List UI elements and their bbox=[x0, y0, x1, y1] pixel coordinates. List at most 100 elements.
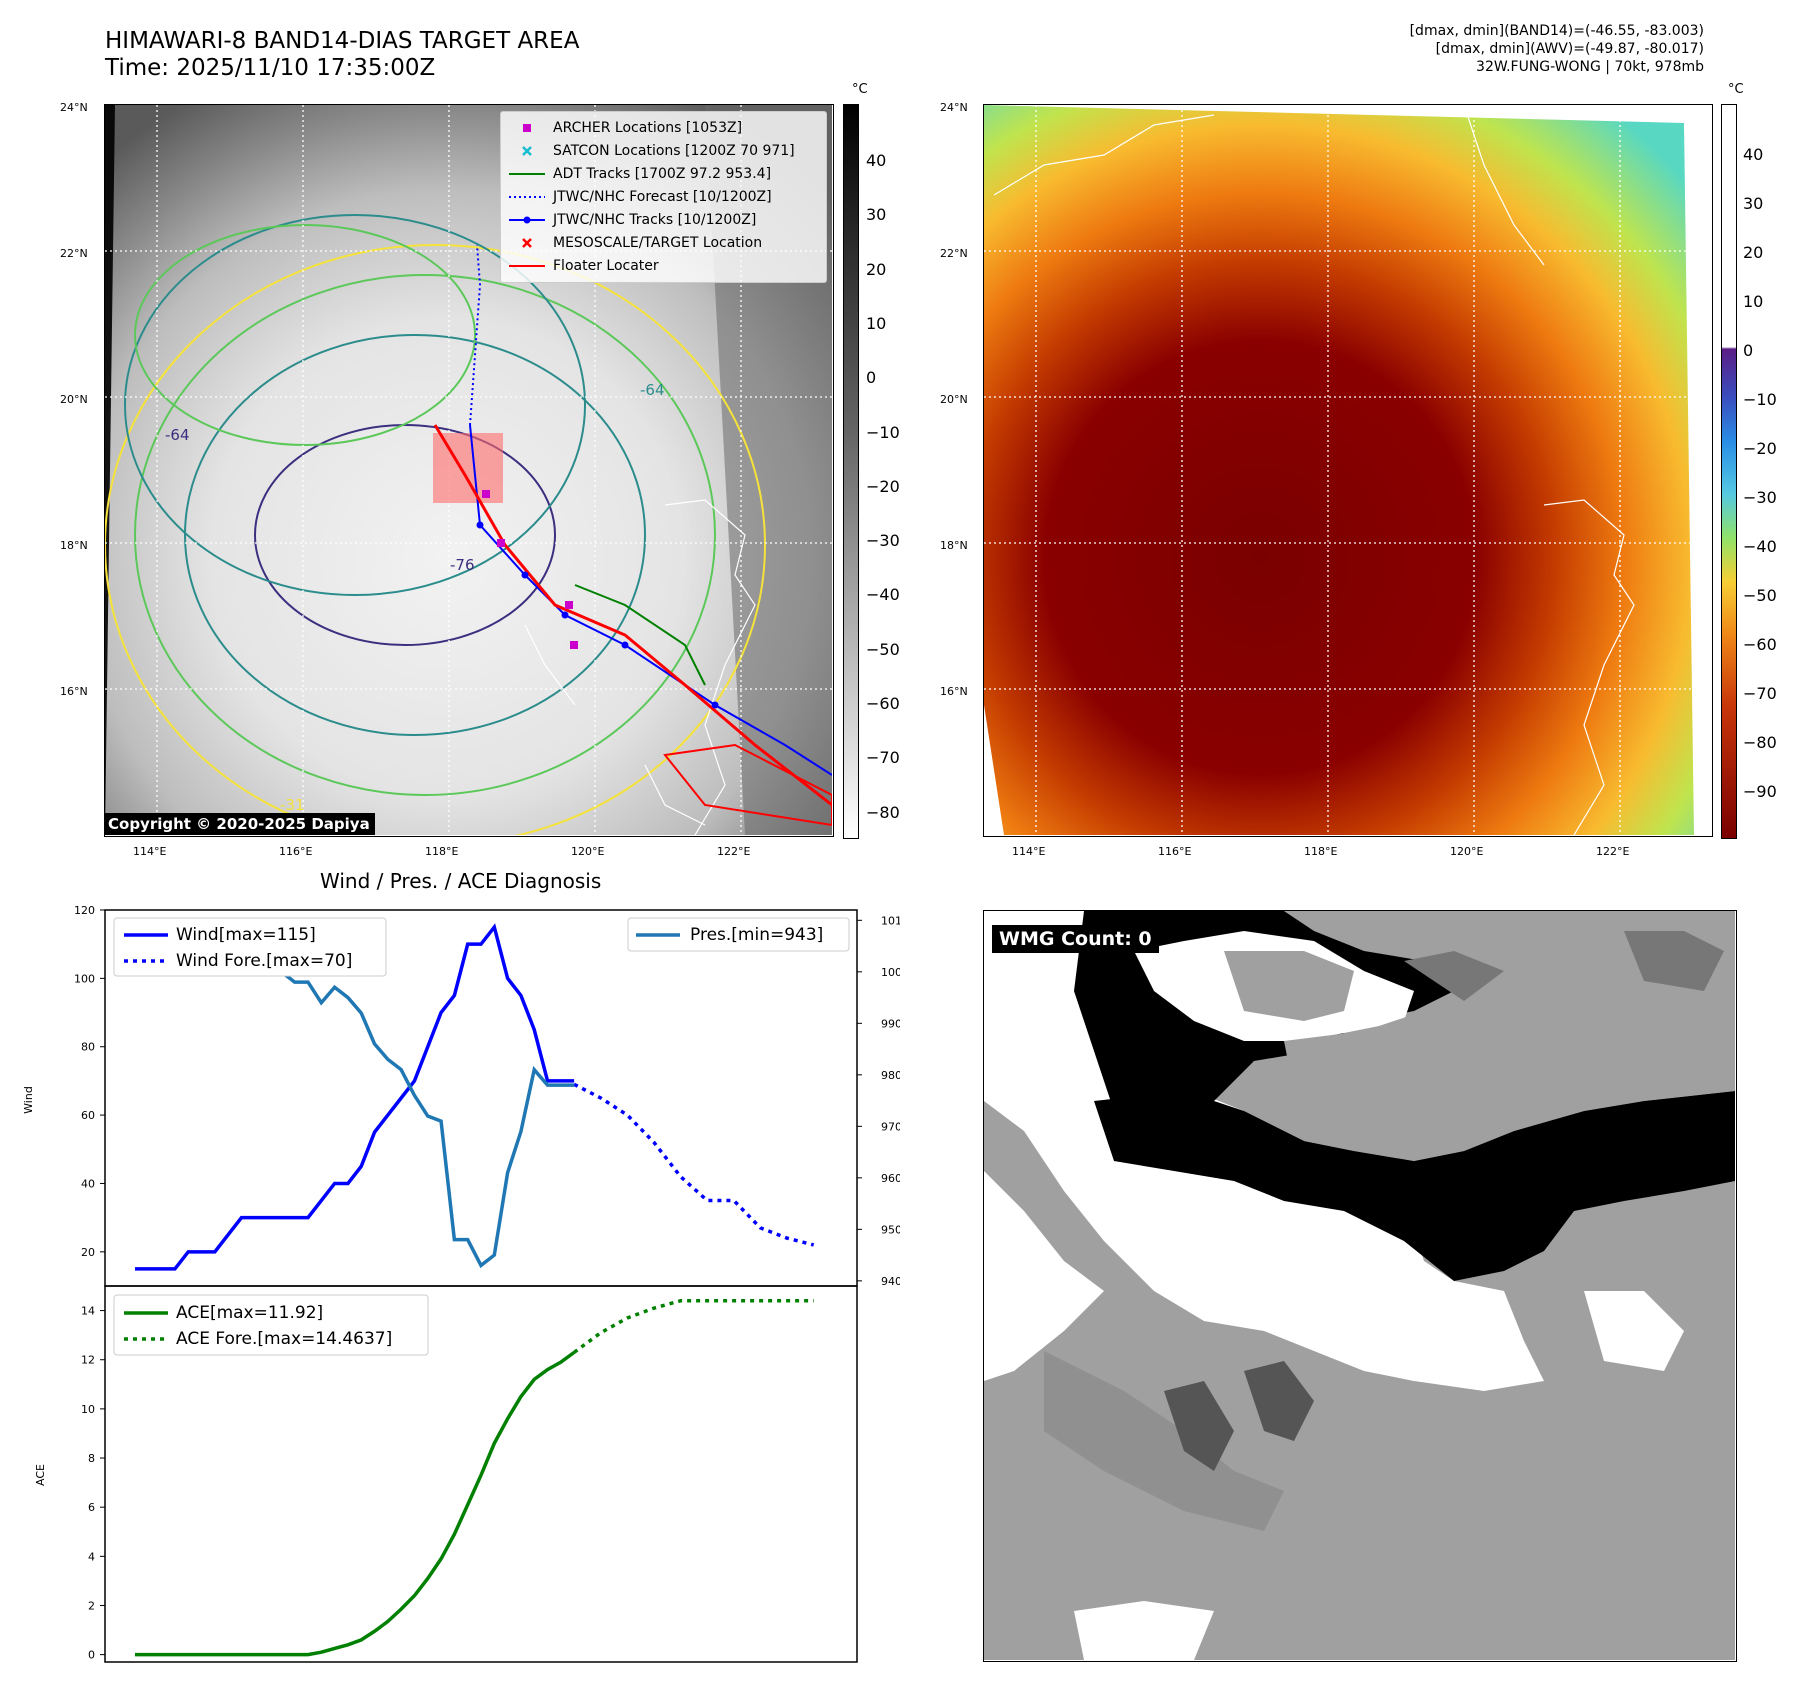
awv-colorbar-tick: 40 bbox=[1743, 145, 1764, 164]
legend-swatch bbox=[522, 145, 532, 156]
lon-tick-label: 120°E bbox=[571, 845, 605, 858]
figure-title: HIMAWARI-8 BAND14-DIAS TARGET AREA bbox=[105, 28, 580, 54]
legend-swatch bbox=[509, 195, 545, 198]
ir-colorbar-unit: °C bbox=[852, 82, 868, 97]
ace-ytick-label: 0 bbox=[88, 1649, 95, 1662]
legend-label: MESOSCALE/TARGET Location bbox=[553, 234, 763, 251]
legend-swatch bbox=[509, 172, 545, 175]
lon-tick-label: 118°E bbox=[1304, 845, 1338, 858]
wind-ytick-label: 60 bbox=[81, 1109, 95, 1122]
ace-axes-frame bbox=[104, 1285, 858, 1663]
series-line-1 bbox=[573, 1082, 815, 1247]
ace-series-line-0 bbox=[135, 1350, 576, 1657]
awv-colorbar bbox=[1721, 104, 1737, 839]
wind-legend-box bbox=[113, 917, 387, 977]
lon-tick-label: 114°E bbox=[133, 845, 167, 858]
lat-tick-label: 22°N bbox=[940, 247, 968, 260]
awv-colorbar-tick: −80 bbox=[1743, 733, 1777, 752]
contour-label: -64 bbox=[640, 381, 665, 399]
awv-colorbar-tick: 20 bbox=[1743, 243, 1764, 262]
ir-colorbar-tick: −30 bbox=[866, 531, 900, 551]
legend-entry: Floater Locater bbox=[507, 254, 820, 277]
pressure-ytick-label: 980 bbox=[881, 1069, 900, 1082]
contour-label: -64 bbox=[165, 426, 190, 444]
lat-tick-label: 24°N bbox=[940, 101, 968, 114]
awv-map-panel bbox=[983, 104, 1713, 837]
lat-tick-label: 22°N bbox=[60, 247, 88, 260]
awv-colorbar-unit: °C bbox=[1728, 82, 1744, 97]
legend-label: Wind[max=115] bbox=[176, 925, 316, 945]
wind-ytick-label: 100 bbox=[74, 972, 95, 985]
ace-ylabel: ACE bbox=[34, 1464, 47, 1486]
awv-map-image bbox=[984, 105, 1711, 836]
legend-label: JTWC/NHC Forecast [10/1200Z] bbox=[553, 188, 772, 205]
lon-tick-label: 114°E bbox=[1012, 845, 1046, 858]
legend-label: ACE[max=11.92] bbox=[176, 1303, 323, 1323]
legend-label: Floater Locater bbox=[553, 257, 659, 274]
ir-colorbar-tick: −20 bbox=[866, 476, 900, 496]
legend-label: SATCON Locations [1200Z 70 971] bbox=[553, 142, 795, 159]
ir-colorbar-tick: 10 bbox=[866, 313, 887, 333]
ace-ytick-label: 10 bbox=[81, 1403, 95, 1416]
lon-tick-label: 116°E bbox=[279, 845, 313, 858]
pressure-ytick-label: 1010 bbox=[881, 914, 900, 927]
copyright: Copyright © 2020-2025 Dapiya bbox=[105, 813, 375, 835]
legend-entry: SATCON Locations [1200Z 70 971] bbox=[507, 139, 820, 162]
lat-tick-label: 18°N bbox=[940, 539, 968, 552]
ir-colorbar-tick: −50 bbox=[866, 639, 900, 659]
awv-colorbar-tick: 0 bbox=[1743, 341, 1754, 360]
legend-swatch bbox=[509, 216, 545, 223]
lon-tick-label: 118°E bbox=[425, 845, 459, 858]
lon-tick-label: 120°E bbox=[1450, 845, 1484, 858]
wind-ytick-label: 20 bbox=[81, 1246, 95, 1259]
ir-colorbar-tick: −70 bbox=[866, 748, 900, 768]
ace-ytick-label: 4 bbox=[88, 1550, 95, 1563]
ir-colorbar-tick: 40 bbox=[866, 151, 887, 170]
wmg-count: WMG Count: 0 bbox=[992, 925, 1159, 953]
awv-colorbar-tick: −70 bbox=[1743, 684, 1777, 703]
pressure-ytick-label: 970 bbox=[881, 1120, 900, 1133]
awv-colorbar-tick: −30 bbox=[1743, 488, 1777, 507]
figure-time: Time: 2025/11/10 17:35:00Z bbox=[105, 55, 436, 81]
map-legend: ARCHER Locations [1053Z] SATCON Locations… bbox=[500, 111, 827, 283]
legend-label: Wind Fore.[max=70] bbox=[176, 951, 352, 971]
ace-legend-box bbox=[113, 1294, 429, 1356]
wind-ytick-label: 80 bbox=[81, 1041, 95, 1054]
lon-tick-label: 122°E bbox=[717, 845, 751, 858]
ir-colorbar bbox=[843, 104, 859, 839]
ir-colorbar-tick: 30 bbox=[866, 205, 887, 225]
legend-entry: JTWC/NHC Tracks [10/1200Z] bbox=[507, 208, 820, 231]
wmg-image bbox=[984, 911, 1735, 1660]
legend-label: Pres.[min=943] bbox=[690, 925, 823, 945]
awv-colorbar-tick: −10 bbox=[1743, 390, 1777, 409]
awv-colorbar-tick: −60 bbox=[1743, 635, 1777, 654]
pressure-ytick-label: 990 bbox=[881, 1017, 900, 1030]
wind-ytick-label: 40 bbox=[81, 1177, 95, 1190]
legend-label: ADT Tracks [1700Z 97.2 953.4] bbox=[553, 165, 772, 182]
pressure-ytick-label: 940 bbox=[881, 1275, 900, 1288]
ace-ytick-label: 12 bbox=[81, 1354, 95, 1367]
info-awv: [dmax, dmin](AWV)=(-49.87, -80.017) bbox=[1435, 41, 1704, 57]
series-line-0 bbox=[135, 923, 575, 1271]
awv-colorbar-tick: −90 bbox=[1743, 782, 1777, 801]
awv-colorbar-tick: −20 bbox=[1743, 439, 1777, 458]
diagnosis-charts: 1201008060402010101000990980970960950940… bbox=[22, 904, 900, 1663]
pressure-ytick-label: 960 bbox=[881, 1172, 900, 1185]
ace-ytick-label: 6 bbox=[88, 1501, 95, 1514]
info-band14: [dmax, dmin](BAND14)=(-46.55, -83.003) bbox=[1409, 23, 1704, 39]
ace-series-line-1 bbox=[573, 1298, 814, 1354]
lat-tick-label: 16°N bbox=[940, 685, 968, 698]
legend-entry: MESOSCALE/TARGET Location bbox=[507, 231, 820, 254]
awv-colorbar-tick: −50 bbox=[1743, 586, 1777, 605]
lat-tick-label: 16°N bbox=[60, 685, 88, 698]
legend-label: ACE Fore.[max=14.4637] bbox=[176, 1329, 392, 1349]
pressure-legend-box bbox=[627, 917, 850, 952]
lat-tick-label: 18°N bbox=[60, 539, 88, 552]
legend-swatch bbox=[522, 237, 532, 248]
legend-entry: ADT Tracks [1700Z 97.2 953.4] bbox=[507, 162, 820, 185]
legend-swatch bbox=[509, 264, 545, 267]
legend-label: ARCHER Locations [1053Z] bbox=[553, 119, 743, 136]
ace-ytick-label: 2 bbox=[88, 1599, 95, 1612]
legend-entry: ARCHER Locations [1053Z] bbox=[507, 116, 820, 139]
lat-tick-label: 20°N bbox=[60, 393, 88, 406]
